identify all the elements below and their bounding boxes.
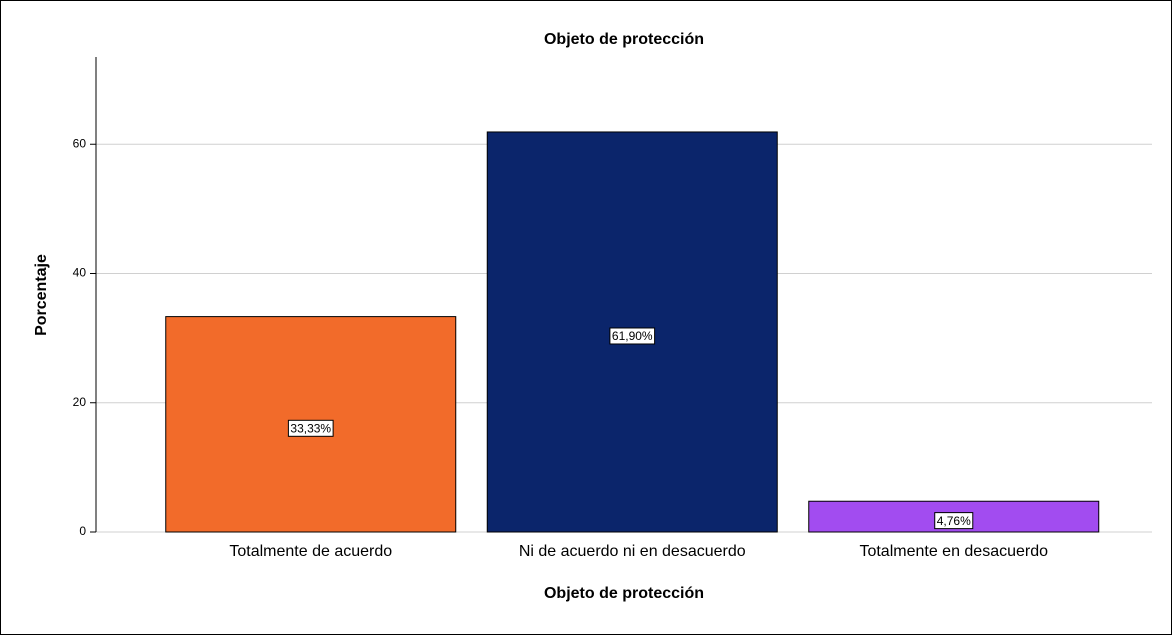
data-label: 61,90% [612,329,653,343]
y-tick-label: 40 [73,266,87,280]
chart-title: Objeto de protección [544,31,704,48]
bar [486,131,778,533]
data-label-box [287,419,334,437]
x-tick-label: Totalmente en desacuerdo [859,543,1048,560]
y-axis-label: Porcentaje [33,254,50,336]
y-tick-label: 60 [73,136,87,150]
x-tick-label: Totalmente de acuerdo [229,543,392,560]
data-label-box [934,512,974,530]
y-tick-label: 20 [73,395,87,409]
data-label: 33,33% [290,421,331,435]
data-label-box [609,327,656,345]
data-label: 4,76% [937,514,971,528]
x-axis-label: Objeto de protección [544,585,704,602]
x-tick-label: Ni de acuerdo ni en desacuerdo [519,543,746,560]
y-tick-label: 0 [79,524,86,538]
